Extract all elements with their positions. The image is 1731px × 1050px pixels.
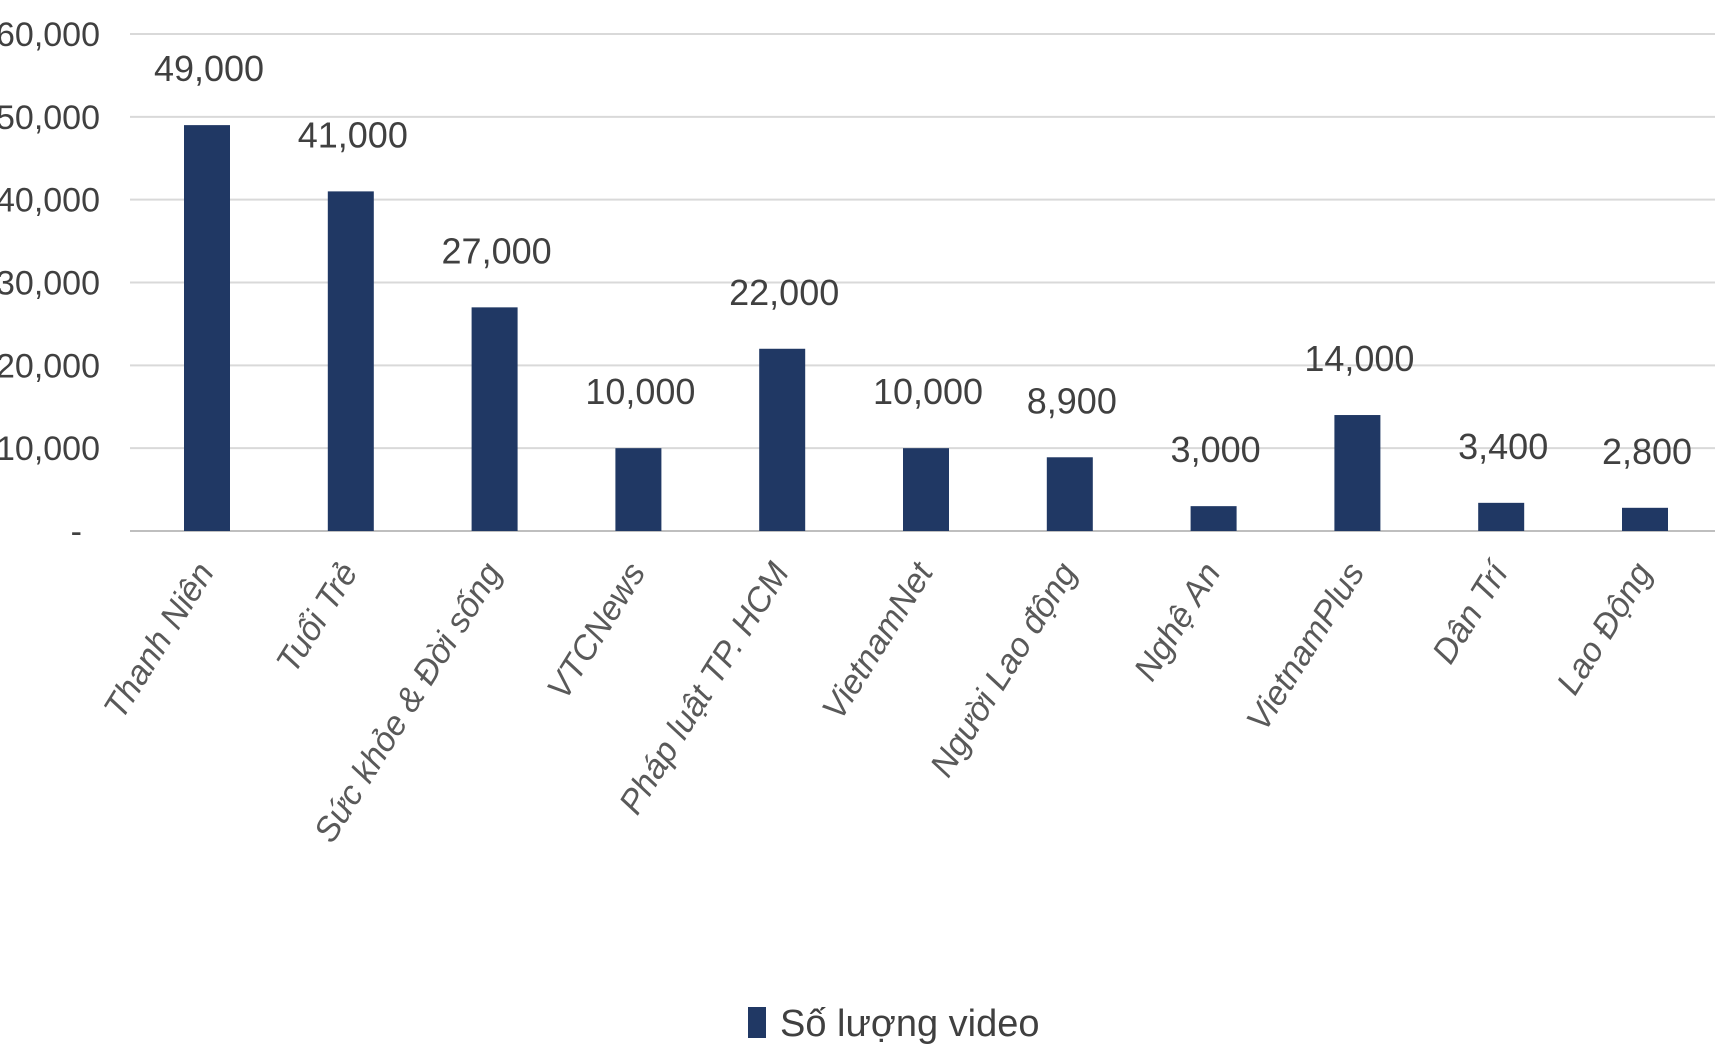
x-category-label: Nghệ An <box>1127 556 1229 687</box>
legend-swatch <box>748 1007 766 1038</box>
bar <box>327 191 374 531</box>
y-axis-ticks: - 10,000 20,000 30,000 40,000 50,000 60,000 <box>0 16 100 551</box>
x-category-label: VTCNews <box>540 556 653 706</box>
data-label: 8,900 <box>1027 380 1117 421</box>
y-tick-label: - <box>71 513 82 551</box>
y-tick-label: 40,000 <box>0 182 100 220</box>
bar <box>1334 415 1381 531</box>
bar <box>903 448 949 531</box>
y-tick-label: 30,000 <box>0 265 100 303</box>
bar <box>184 125 230 531</box>
bar <box>615 448 662 531</box>
x-category-label: Thanh Niên <box>96 556 221 725</box>
x-category-label: VietnamPlus <box>1239 556 1372 737</box>
bar <box>1190 506 1237 531</box>
bar <box>1046 457 1093 531</box>
x-category-label: Người Lao động <box>923 556 1085 783</box>
data-labels: 49,000 41,000 27,000 10,000 22,000 10,000 8,90… <box>154 48 1692 472</box>
bar <box>1478 502 1525 531</box>
bars <box>184 125 1668 531</box>
bar <box>1622 507 1668 531</box>
data-label: 10,000 <box>873 371 983 412</box>
legend-label: Số lượng video <box>780 1003 1040 1045</box>
x-category-label: Lao Động <box>1549 556 1659 701</box>
data-label: 49,000 <box>154 48 264 89</box>
data-label: 10,000 <box>585 371 695 412</box>
gridlines <box>130 33 1715 532</box>
data-label: 27,000 <box>442 230 552 271</box>
bar <box>471 307 518 531</box>
legend: Số lượng video <box>748 1003 1040 1045</box>
y-tick-label: 50,000 <box>0 99 100 137</box>
y-tick-label: 10,000 <box>0 430 100 468</box>
y-tick-label: 60,000 <box>0 16 100 54</box>
data-label: 2,800 <box>1602 431 1692 472</box>
data-label: 3,400 <box>1458 426 1548 467</box>
data-label: 14,000 <box>1304 338 1414 379</box>
x-category-label: Tuổi Trẻ <box>269 556 366 679</box>
x-category-label: VietnamNet <box>815 555 942 727</box>
bar <box>759 348 806 531</box>
data-label: 41,000 <box>298 114 408 155</box>
data-label: 3,000 <box>1171 429 1261 470</box>
y-tick-label: 20,000 <box>0 347 100 385</box>
x-category-label: Dân Trí <box>1425 553 1518 670</box>
data-label: 22,000 <box>729 272 839 313</box>
